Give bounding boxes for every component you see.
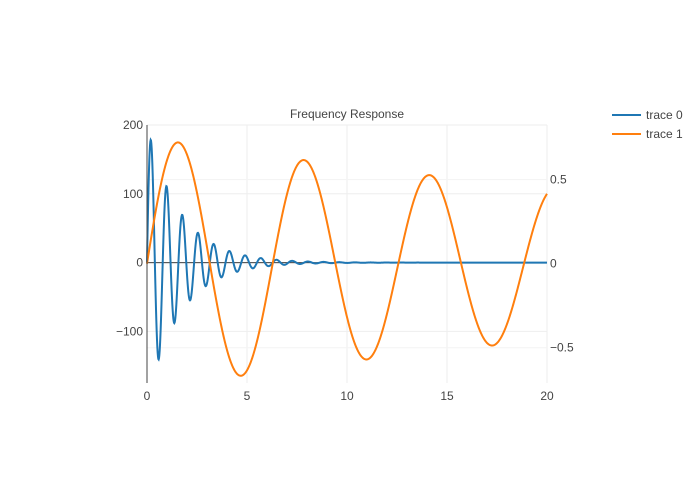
series-line-0 bbox=[146, 137, 547, 362]
legend-item[interactable]: trace 0 bbox=[612, 108, 683, 122]
series-line-1 bbox=[146, 141, 548, 377]
legend-label: trace 1 bbox=[646, 127, 683, 141]
legend-item[interactable]: trace 1 bbox=[612, 127, 683, 141]
chart-title: Frequency Response bbox=[290, 107, 404, 121]
y-tick-label: 100 bbox=[123, 187, 143, 201]
legend[interactable]: trace 0 trace 1 bbox=[612, 108, 683, 141]
y2-tick-label: 0.5 bbox=[550, 173, 567, 187]
y2-tick-label: 0 bbox=[550, 257, 557, 271]
ticks: 0 5 10 15 20 −100 0 100 200 −0.5 0 0.5 bbox=[116, 118, 574, 403]
x-tick-label: 20 bbox=[540, 389, 554, 403]
series-layer bbox=[146, 137, 548, 377]
legend-label: trace 0 bbox=[646, 108, 683, 122]
grid bbox=[146, 124, 548, 383]
y-tick-label: −100 bbox=[116, 324, 143, 338]
y-tick-label: 0 bbox=[136, 256, 143, 270]
x-tick-label: 15 bbox=[440, 389, 454, 403]
x-tick-label: 10 bbox=[340, 389, 354, 403]
x-tick-label: 5 bbox=[244, 389, 251, 403]
y-tick-label: 200 bbox=[123, 118, 143, 132]
y2-tick-label: −0.5 bbox=[550, 341, 574, 355]
x-tick-label: 0 bbox=[144, 389, 151, 403]
